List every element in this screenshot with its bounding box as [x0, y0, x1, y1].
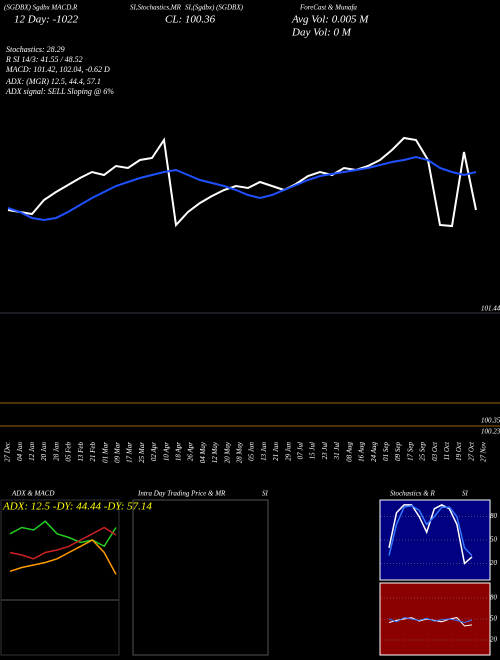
series-line — [388, 504, 473, 557]
x-tick-label: 26 Apr — [187, 442, 195, 461]
x-tick-label: 12 May — [211, 441, 219, 463]
x-tick-label: 09 Mar — [113, 442, 121, 463]
rsi-text: R SI 14/3: 41.55 / 48.52 — [5, 55, 83, 64]
day-vol: Day Vol: 0 M — [291, 27, 352, 39]
x-tick-label: 03 Oct — [431, 441, 439, 461]
x-tick-label: 12 Jan — [28, 442, 36, 461]
panel-frame — [0, 499, 120, 656]
macd-text: MACD: 101.42, 102.04, -0.62 D — [5, 65, 110, 74]
series-line — [388, 617, 473, 624]
x-tick-label: 01 Mar — [101, 442, 109, 463]
x-tick-label: 01 Sep — [382, 442, 390, 461]
x-tick-label: 21 Feb — [89, 442, 97, 462]
series-line — [7, 136, 477, 228]
x-tick-label: 02 Apr — [150, 442, 158, 461]
x-tick-label: 27 Nov — [480, 441, 488, 462]
price-label: 100.35 — [481, 417, 500, 425]
x-tick-label: 09 Sep — [394, 442, 402, 461]
day-change: 12 Day: -1022 — [14, 14, 79, 26]
x-tick-label: 29 Jun — [284, 442, 292, 461]
panel-frame — [132, 499, 269, 656]
series-line — [9, 526, 117, 560]
x-tick-label: 04 Jan — [16, 442, 24, 461]
header-text: (SGDBX) Sgdbx MACD,R — [4, 4, 78, 12]
panel-title: ADX & MACD — [11, 490, 54, 498]
y-tick-label: 50 — [490, 615, 498, 623]
y-tick-label: 80 — [490, 512, 498, 520]
stoch-text: Stochastics: 28.29 — [6, 45, 65, 54]
adx-signal: ADX signal: SELL Sloping @ 6% — [5, 87, 114, 96]
x-tick-label: 18 Apr — [174, 442, 182, 461]
x-tick-label: 19 Oct — [455, 441, 463, 461]
x-tick-label: 20 Jan — [40, 442, 48, 461]
x-tick-label: 31 Jul — [333, 442, 341, 460]
header-text: SI,Stochastics,MR — [130, 4, 182, 12]
series-line — [9, 539, 117, 575]
series-line — [9, 520, 117, 548]
x-tick-label: 27 Oct — [467, 441, 475, 461]
x-tick-label: 05 Jun — [248, 442, 256, 461]
header-text: ForeCast & Munafa — [299, 4, 357, 12]
adx-text: ADX: (MGR) 12.5, 44.4, 57.1 — [5, 77, 101, 86]
x-tick-label: 25 Mar — [138, 442, 146, 463]
y-tick-label: 80 — [490, 594, 498, 602]
x-tick-label: 23 Jul — [321, 442, 329, 459]
panel-title: Intra Day Trading Price & MR — [137, 490, 226, 498]
x-tick-label: 17 Mar — [126, 442, 134, 463]
x-tick-label: 05 Feb — [65, 442, 73, 462]
panel-title: SI — [262, 490, 269, 498]
x-tick-label: 25 Sep — [419, 442, 427, 461]
y-tick-label: 50 — [490, 536, 498, 544]
x-tick-label: 08 Aug — [345, 442, 353, 462]
price-label: 101.44 — [481, 305, 500, 313]
x-tick-label: 21 Jun — [272, 442, 280, 461]
x-tick-label: 13 Feb — [77, 442, 85, 462]
x-tick-label: 15 Jul — [309, 442, 317, 459]
x-tick-label: 27 Dec — [4, 441, 12, 462]
x-tick-label: 24 Aug — [370, 442, 378, 462]
x-tick-label: 07 Jul — [297, 442, 305, 459]
x-tick-label: 17 Sep — [406, 442, 414, 461]
avg-vol: Avg Vol: 0.005 M — [291, 14, 369, 26]
header-text: SI,(Sgdbx) (SGDBX) — [185, 4, 244, 12]
x-tick-label: 20 May — [223, 441, 231, 463]
x-tick-label: 11 Oct — [443, 441, 451, 460]
price-label: 100.23 — [481, 428, 500, 436]
adx-readout: ADX: 12.5 -DY: 44.44 -DY: 57.14 — [2, 501, 152, 513]
x-tick-label: 28 May — [236, 441, 244, 463]
x-tick-label: 13 Jun — [260, 442, 268, 461]
y-tick-label: 20 — [490, 559, 498, 567]
series-line — [7, 155, 477, 222]
panel-title: Stochastics & R — [390, 490, 435, 498]
x-tick-label: 28 Jan — [52, 442, 60, 461]
x-tick-label: 16 Aug — [358, 442, 366, 462]
panel-title: SI — [462, 490, 469, 498]
y-tick-label: 20 — [490, 636, 498, 644]
x-tick-label: 10 Apr — [162, 442, 170, 461]
close-price: CL: 100.36 — [165, 14, 216, 26]
x-tick-label: 04 May — [199, 441, 207, 463]
